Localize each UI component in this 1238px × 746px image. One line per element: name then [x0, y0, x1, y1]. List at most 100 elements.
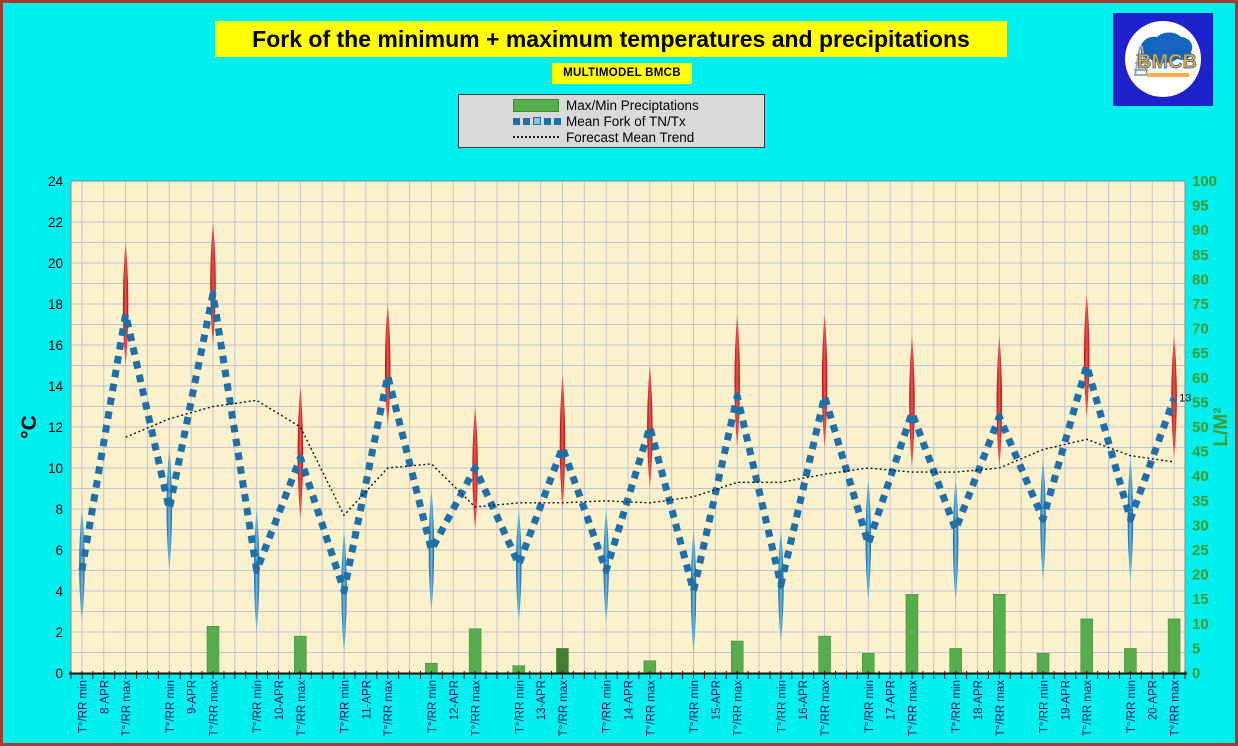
x-tick-label: 16-APR	[798, 680, 810, 720]
svg-text:80: 80	[1192, 271, 1209, 288]
x-tick-label: T°/RR min	[427, 680, 439, 733]
x-axis-labels: T°/RR min 8-APR T°/RR max T°/RR min 9-APR T°/…	[77, 680, 1181, 737]
chart-subtitle: MULTIMODEL BMCB	[552, 63, 692, 84]
svg-text:6: 6	[55, 543, 63, 558]
x-tick-label: 8-APR	[99, 680, 111, 714]
svg-text:85: 85	[1192, 247, 1209, 264]
dotted-line-swatch-icon	[513, 136, 561, 138]
svg-text:40: 40	[1192, 468, 1209, 485]
logo-caption-line	[1147, 73, 1189, 77]
svg-text:10: 10	[1192, 616, 1209, 633]
page-title: Fork of the minimum + maximum temperatur…	[215, 21, 1007, 57]
svg-text:0: 0	[1192, 665, 1200, 682]
max-fork-spike	[996, 334, 1003, 468]
svg-text:90: 90	[1192, 222, 1209, 239]
precip-bar	[905, 594, 919, 674]
x-tick-label: 14-APR	[624, 680, 636, 720]
mean-fork-line	[78, 290, 1178, 595]
legend-label: Max/Min Preciptations	[566, 97, 699, 113]
legend-label: Forecast Mean Trend	[566, 129, 695, 145]
chart-canvas: 024681012141618202224°C05101520253035404…	[18, 173, 1232, 737]
min-fork-spike	[166, 447, 173, 571]
precip-bar	[1124, 648, 1137, 674]
x-tick-label: T°/RR min	[1039, 680, 1051, 733]
x-tick-label: T°/RR min	[951, 680, 963, 733]
green-bar-swatch-icon	[513, 98, 561, 112]
legend-label: Mean Fork of TN/Tx	[566, 113, 686, 129]
x-tick-label: 13-APR	[536, 680, 548, 720]
min-fork-spike	[428, 488, 435, 612]
precip-bar	[1167, 618, 1181, 674]
svg-text:95: 95	[1192, 198, 1209, 215]
map-icon	[1140, 32, 1193, 64]
precip-bar	[862, 653, 875, 674]
x-tick-label: T°/RR max	[645, 680, 657, 737]
x-tick-label: 18-APR	[973, 680, 985, 720]
svg-text:25: 25	[1192, 542, 1209, 559]
blue-dashed-line-swatch-icon	[513, 117, 561, 125]
x-tick-label: T°/RR min	[1126, 680, 1138, 733]
x-tick-label: T°/RR min	[689, 680, 701, 733]
x-tick-label: 17-APR	[886, 680, 898, 720]
svg-text:45: 45	[1192, 444, 1209, 461]
svg-text:50: 50	[1192, 419, 1209, 436]
x-tick-label: 15-APR	[711, 680, 723, 720]
svg-text:35: 35	[1192, 493, 1209, 510]
x-tick-label: T°/RR max	[383, 680, 395, 737]
x-tick-label: T°/RR min	[602, 680, 614, 733]
svg-text:75: 75	[1192, 296, 1209, 313]
precip-bars	[206, 594, 1181, 674]
left-axis-title: °C	[18, 415, 41, 439]
precip-bar	[1080, 618, 1093, 674]
legend-item-precipitations: Max/Min Preciptations	[513, 97, 760, 113]
precip-bar	[468, 628, 482, 674]
x-tick-label: T°/RR max	[733, 680, 745, 737]
svg-text:60: 60	[1192, 370, 1209, 387]
svg-text:14: 14	[48, 379, 64, 394]
last-mean-data-label: 13	[1179, 392, 1191, 404]
svg-text:24: 24	[48, 174, 64, 189]
svg-text:4: 4	[55, 584, 63, 599]
legend-item-forecast-trend: Forecast Mean Trend	[513, 129, 760, 145]
x-tick-label: 20-APR	[1148, 680, 1160, 720]
max-fork-spike	[1083, 293, 1090, 417]
trend-line	[125, 399, 1175, 517]
precip-bar	[1036, 653, 1050, 674]
svg-text:5: 5	[1192, 640, 1200, 657]
precip-bar	[949, 648, 962, 674]
precip-bar	[818, 635, 831, 674]
x-tick-label: 11-APR	[361, 680, 373, 719]
x-tick-label: T°/RR min	[776, 680, 788, 733]
max-fork-spike	[297, 386, 304, 520]
precip-bar	[993, 594, 1006, 674]
svg-text:0: 0	[55, 666, 63, 681]
svg-text:100: 100	[1192, 173, 1217, 190]
x-tick-label: T°/RR min	[340, 680, 352, 733]
max-fork-spike	[1171, 334, 1177, 458]
x-tick-label: T°/RR max	[907, 680, 919, 737]
svg-text:15: 15	[1192, 591, 1209, 608]
svg-text:30: 30	[1192, 517, 1209, 534]
svg-text:16: 16	[48, 338, 63, 353]
bmcb-logo-graphic: BMCB	[1125, 21, 1201, 97]
x-tick-label: T°/RR max	[558, 680, 570, 737]
svg-text:20: 20	[48, 256, 63, 271]
svg-text:22: 22	[48, 215, 63, 230]
right-axis-title: L/M²	[1211, 407, 1232, 446]
precip-bar	[556, 648, 569, 674]
max-fork-spike	[647, 365, 653, 489]
x-tick-label: T°/RR max	[995, 680, 1007, 737]
svg-text:10: 10	[48, 461, 63, 476]
x-tick-label: 10-APR	[274, 680, 286, 720]
x-tick-label: 19-APR	[1060, 680, 1072, 720]
x-tick-label: T°/RR min	[77, 680, 89, 733]
svg-text:2: 2	[55, 625, 63, 640]
svg-text:8: 8	[55, 502, 63, 517]
precip-bar	[206, 626, 220, 674]
bmcb-logo: BMCB	[1113, 13, 1213, 106]
x-tick-label: T°/RR min	[252, 680, 264, 733]
x-tick-label: 12-APR	[449, 680, 461, 720]
min-fork-spike	[952, 478, 959, 602]
svg-text:18: 18	[48, 297, 63, 312]
